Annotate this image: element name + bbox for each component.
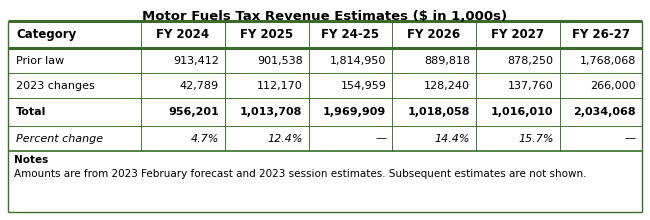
Text: 137,760: 137,760 (508, 81, 554, 90)
Text: FY 2025: FY 2025 (240, 28, 293, 41)
Text: FY 2024: FY 2024 (157, 28, 209, 41)
Text: Percent change: Percent change (16, 134, 103, 143)
Text: 1,768,068: 1,768,068 (580, 55, 636, 66)
Text: Motor Fuels Tax Revenue Estimates ($ in 1,000s): Motor Fuels Tax Revenue Estimates ($ in … (142, 10, 508, 23)
Text: 2023 changes: 2023 changes (16, 81, 95, 90)
Text: 2,034,068: 2,034,068 (573, 107, 636, 117)
Text: 889,818: 889,818 (424, 55, 470, 66)
Text: Prior law: Prior law (16, 55, 64, 66)
Text: 128,240: 128,240 (424, 81, 470, 90)
Text: FY 26-27: FY 26-27 (572, 28, 630, 41)
Text: 15.7%: 15.7% (518, 134, 554, 143)
Text: Amounts are from 2023 February forecast and 2023 session estimates. Subsequent e: Amounts are from 2023 February forecast … (14, 169, 586, 179)
Bar (8, 21, 642, 151)
Text: —: — (375, 134, 386, 143)
Text: 913,412: 913,412 (173, 55, 219, 66)
Text: —: — (625, 134, 636, 143)
Text: 878,250: 878,250 (508, 55, 554, 66)
Text: 4.7%: 4.7% (190, 134, 219, 143)
Text: 1,969,909: 1,969,909 (323, 107, 386, 117)
Text: 1,013,708: 1,013,708 (240, 107, 302, 117)
Text: FY 24-25: FY 24-25 (321, 28, 380, 41)
Text: 901,538: 901,538 (257, 55, 302, 66)
Text: Total: Total (16, 107, 46, 117)
Bar (8, 151, 642, 212)
Text: 154,959: 154,959 (341, 81, 386, 90)
Text: 1,814,950: 1,814,950 (330, 55, 386, 66)
Text: 266,000: 266,000 (590, 81, 636, 90)
Text: 112,170: 112,170 (257, 81, 302, 90)
Text: 1,016,010: 1,016,010 (491, 107, 554, 117)
Text: 14.4%: 14.4% (434, 134, 470, 143)
Text: 12.4%: 12.4% (267, 134, 302, 143)
Text: 1,018,058: 1,018,058 (408, 107, 470, 117)
Text: FY 2027: FY 2027 (491, 28, 544, 41)
Text: 42,789: 42,789 (179, 81, 219, 90)
Text: Category: Category (16, 28, 76, 41)
Text: FY 2026: FY 2026 (408, 28, 461, 41)
Text: Notes: Notes (14, 155, 48, 165)
Text: 956,201: 956,201 (168, 107, 219, 117)
